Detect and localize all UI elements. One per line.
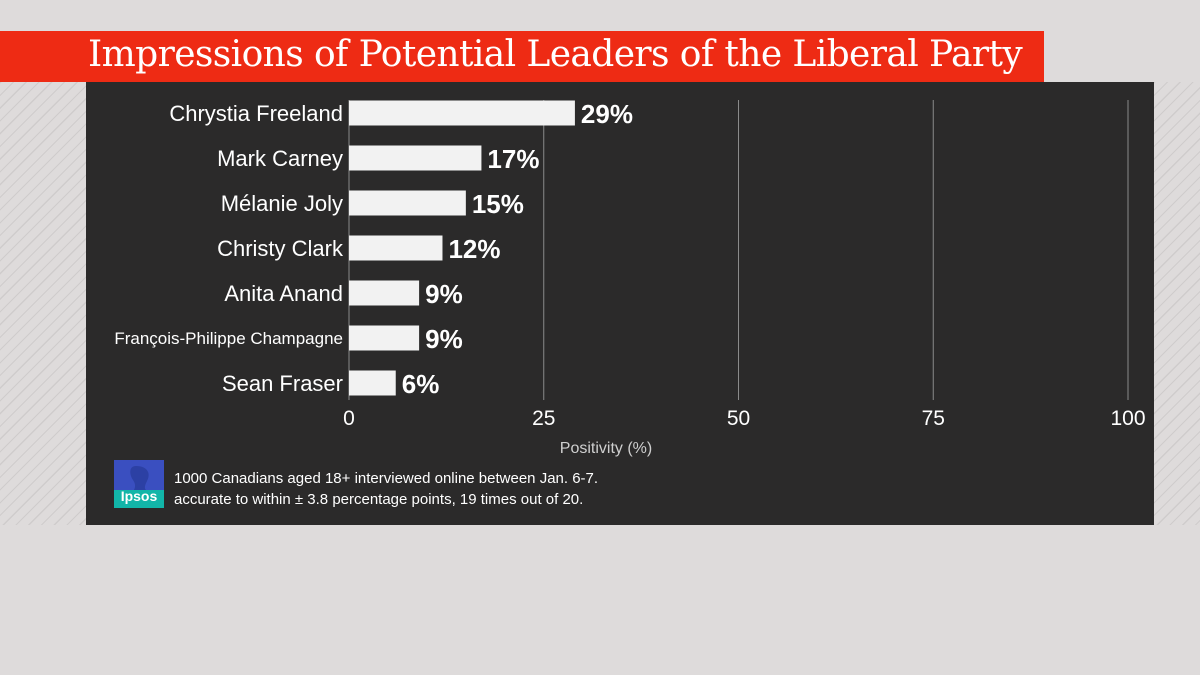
category-label: Christy Clark — [217, 236, 344, 261]
value-label: 9% — [425, 279, 463, 309]
value-label: 17% — [487, 144, 539, 174]
bar — [349, 100, 575, 126]
footnote-text: 1000 Canadians aged 18+ interviewed onli… — [174, 468, 598, 510]
footnote-line-2: accurate to within ± 3.8 percentage poin… — [174, 491, 584, 508]
title-bar: Impressions of Potential Leaders of the … — [0, 31, 1044, 82]
category-label: Chrystia Freeland — [169, 101, 343, 126]
x-tick-label: 75 — [922, 407, 945, 430]
category-label: Anita Anand — [224, 281, 343, 306]
bar — [349, 145, 482, 171]
chart-title: Impressions of Potential Leaders of the … — [88, 34, 1023, 75]
x-tick-label: 100 — [1110, 407, 1145, 430]
ipsos-logo-text: Ipsos — [121, 488, 158, 504]
bar — [349, 235, 443, 261]
category-label: Sean Fraser — [222, 371, 343, 396]
bar-chart: 0 25 50 75 100 Chrystia Freeland 29% Mark Carne… — [114, 99, 1145, 457]
footnote-line-1: 1000 Canadians aged 18+ interviewed onli… — [174, 470, 599, 487]
ipsos-logo: Ipsos — [114, 460, 164, 508]
x-axis-title: Positivity (%) — [560, 440, 652, 457]
bar — [349, 190, 466, 216]
value-label: 29% — [581, 99, 633, 129]
hatch-right — [1154, 82, 1200, 525]
value-label: 6% — [402, 369, 440, 399]
category-label: François-Philippe Champagne — [114, 329, 343, 348]
category-label: Mark Carney — [217, 146, 343, 171]
x-tick-label: 25 — [532, 407, 555, 430]
x-tick-label: 0 — [343, 407, 355, 430]
value-label: 12% — [448, 234, 500, 264]
hatch-left — [0, 82, 86, 525]
category-label: Mélanie Joly — [221, 191, 343, 216]
value-label: 15% — [472, 189, 524, 219]
value-label: 9% — [425, 324, 463, 354]
chart-panel: 0 25 50 75 100 Chrystia Freeland 29% Mark Carne… — [86, 82, 1154, 525]
x-tick-label: 50 — [727, 407, 750, 430]
bar — [349, 325, 420, 351]
bar — [349, 280, 420, 306]
bar — [349, 370, 396, 396]
